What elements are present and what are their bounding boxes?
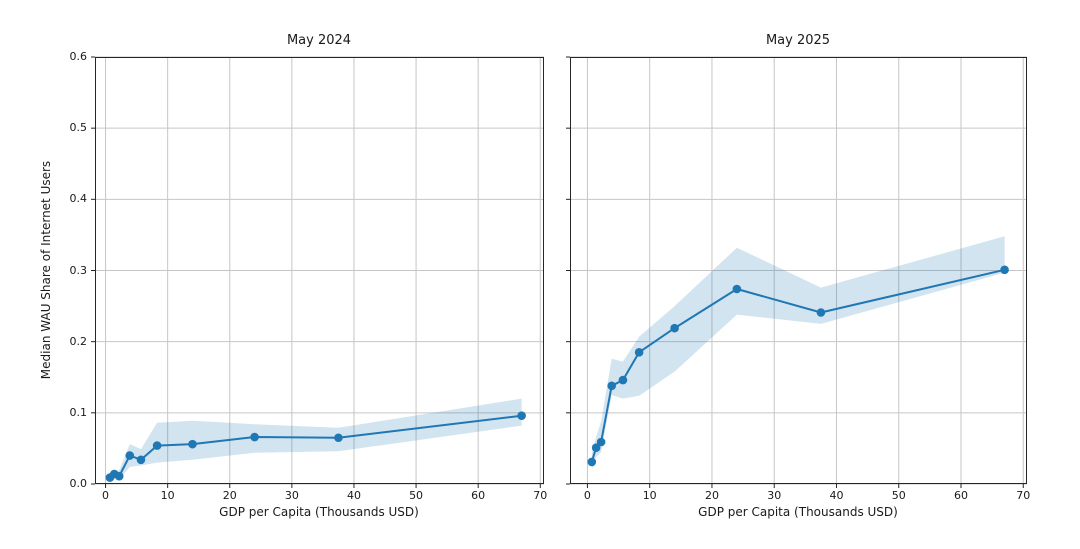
x-tick-label: 0	[583, 489, 591, 502]
y-tick-label: 0.6	[69, 50, 88, 63]
x-tick-label: 50	[409, 489, 424, 502]
plot-area-may-2024	[91, 56, 544, 488]
x-tick-label: 70	[1016, 489, 1031, 502]
axes-spines	[570, 57, 1027, 484]
data-point-marker	[634, 348, 644, 357]
x-tick-label: 70	[533, 489, 548, 502]
x-tick-label: 10	[160, 489, 175, 502]
data-point-marker	[250, 432, 259, 442]
data-point-marker	[1000, 265, 1009, 275]
x-axis-label-left: GDP per Capita (Thousands USD)	[219, 505, 419, 519]
x-tick-label: 20	[704, 489, 719, 502]
data-point-marker	[670, 323, 679, 333]
data-point-marker	[587, 457, 597, 467]
data-point-marker	[125, 451, 135, 460]
x-tick-label: 60	[954, 489, 968, 502]
data-point-marker	[816, 308, 826, 317]
y-tick-label: 0.0	[69, 477, 88, 490]
panel-title-may-2025: May 2025	[765, 33, 831, 48]
confidence-band	[109, 398, 522, 482]
data-point-marker	[618, 375, 628, 385]
x-tick-label: 40	[346, 489, 361, 502]
y-axis-label: Median WAU Share of Internet Users	[39, 160, 53, 380]
y-tick-label: 0.4	[69, 192, 88, 206]
x-tick-label: 20	[222, 489, 237, 502]
plot-area-may-2025	[566, 56, 1027, 488]
x-tick-label: 0	[102, 489, 110, 502]
y-tick-label: 0.1	[69, 405, 88, 419]
data-point-marker	[136, 455, 146, 465]
x-axis-label-right: GDP per Capita (Thousands USD)	[698, 505, 898, 519]
y-tick-label: 0.2	[69, 334, 88, 348]
data-point-marker	[591, 443, 601, 453]
x-tick-label: 30	[767, 489, 782, 502]
data-point-marker	[596, 437, 606, 447]
x-tick-label: 50	[891, 489, 906, 502]
data-point-marker	[334, 433, 343, 443]
data-point-marker	[114, 471, 124, 481]
x-tick-label: 30	[284, 489, 299, 502]
y-tick-label: 0.3	[69, 263, 88, 277]
x-tick-label: 60	[471, 489, 486, 502]
x-tick-label: 40	[829, 489, 844, 502]
data-point-marker	[188, 439, 197, 449]
data-point-marker	[517, 411, 526, 420]
x-tick-label: 10	[642, 489, 657, 502]
panel-title-may-2024: May 2024	[286, 33, 352, 48]
data-point-marker	[152, 441, 162, 450]
axes-spines	[95, 57, 544, 484]
confidence-band	[591, 236, 1005, 470]
data-point-marker	[607, 381, 617, 391]
data-point-marker	[732, 284, 742, 294]
y-tick-label: 0.5	[69, 121, 88, 135]
